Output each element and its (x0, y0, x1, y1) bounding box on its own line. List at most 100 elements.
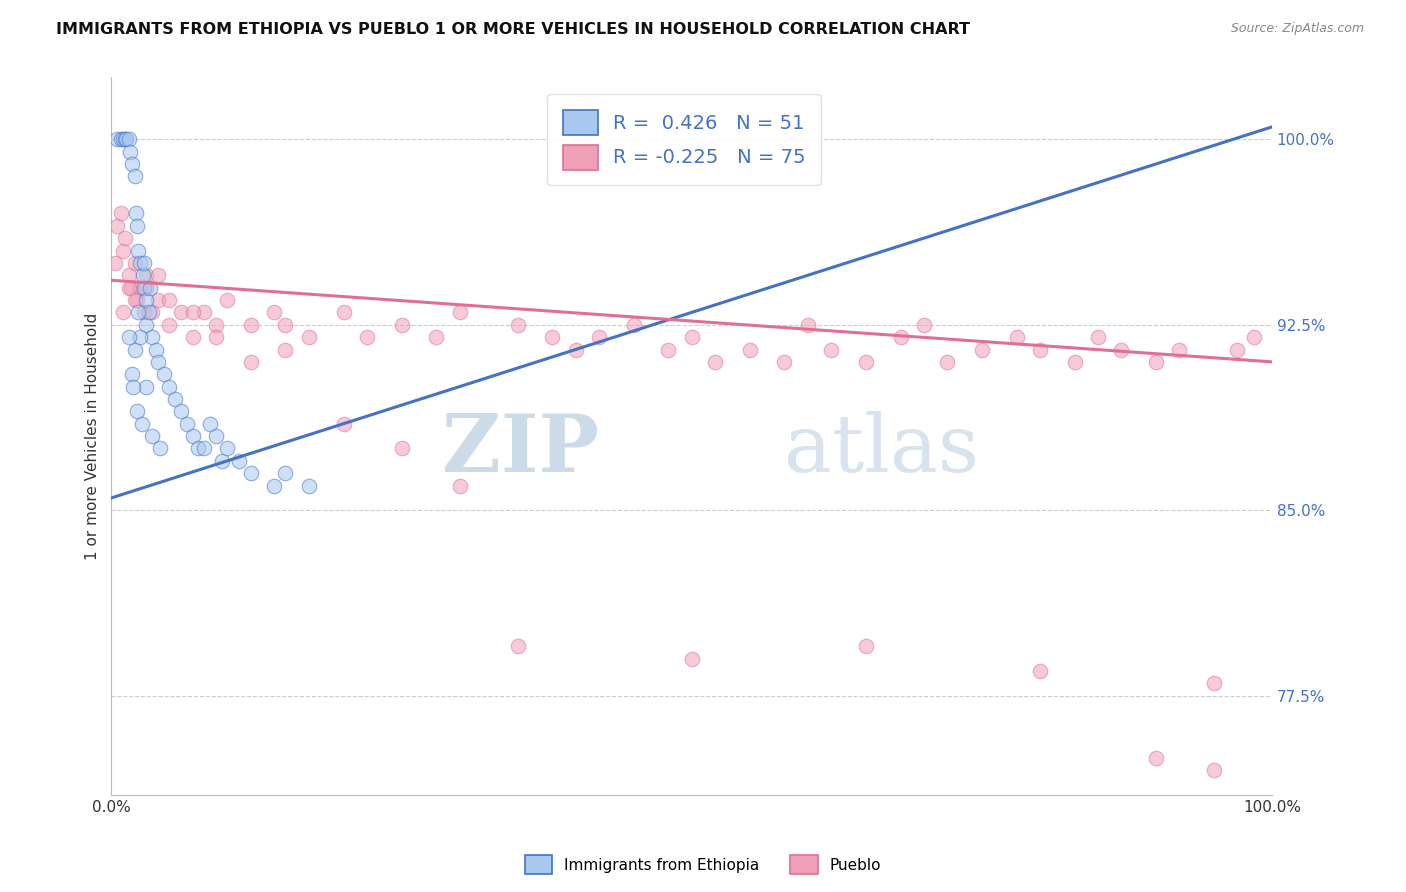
Point (1144, 355, 1167, 369)
Point (105, 219, 128, 233)
Point (114, 132, 136, 146)
Point (217, 293, 239, 307)
Point (129, 281, 152, 295)
Point (1144, 750, 1167, 764)
Point (449, 305, 471, 319)
Point (132, 281, 155, 295)
Text: atlas: atlas (785, 411, 980, 490)
Point (118, 281, 141, 295)
Point (124, 293, 146, 307)
Point (855, 355, 877, 369)
Point (141, 429, 163, 443)
Point (132, 268, 155, 283)
Point (145, 343, 167, 357)
Point (176, 417, 198, 431)
Point (541, 330, 564, 344)
Point (298, 330, 321, 344)
Point (138, 281, 160, 295)
Point (703, 355, 725, 369)
Point (796, 318, 818, 332)
Point (391, 442, 413, 456)
Point (681, 330, 703, 344)
Point (820, 343, 842, 357)
Point (181, 305, 204, 319)
Point (118, 145, 141, 159)
Point (681, 651, 703, 665)
Point (110, 132, 132, 146)
Point (111, 132, 134, 146)
Point (239, 466, 262, 480)
Point (111, 305, 134, 319)
Point (135, 281, 157, 295)
Point (131, 417, 153, 431)
Point (132, 305, 155, 319)
Point (193, 305, 215, 319)
Point (564, 343, 586, 357)
Point (889, 330, 911, 344)
Point (141, 305, 163, 319)
Point (170, 305, 193, 319)
Point (239, 318, 262, 332)
Point (170, 404, 193, 418)
Point (205, 330, 228, 344)
Point (135, 318, 157, 332)
Point (1168, 343, 1191, 357)
Point (122, 379, 145, 393)
Point (124, 169, 146, 184)
Point (1029, 664, 1052, 678)
Point (115, 132, 138, 146)
Point (356, 330, 378, 344)
Point (970, 343, 993, 357)
Point (332, 417, 354, 431)
Point (1226, 343, 1249, 357)
Point (205, 429, 228, 443)
Point (274, 318, 297, 332)
Point (146, 355, 169, 369)
Point (120, 281, 142, 295)
Point (936, 355, 959, 369)
Point (135, 268, 157, 283)
Point (1029, 343, 1052, 357)
Point (1109, 343, 1132, 357)
Point (391, 318, 413, 332)
Point (657, 343, 679, 357)
Point (165, 392, 187, 406)
Point (132, 256, 155, 270)
Point (121, 368, 143, 382)
Point (1202, 763, 1225, 777)
Point (623, 318, 645, 332)
Point (181, 330, 204, 344)
Point (449, 478, 471, 492)
Point (425, 330, 447, 344)
Point (138, 305, 160, 319)
Point (263, 478, 285, 492)
Point (118, 268, 141, 283)
Point (141, 330, 163, 344)
Point (135, 293, 157, 307)
Point (506, 640, 529, 654)
Point (135, 379, 157, 393)
Point (193, 442, 215, 456)
Legend: Immigrants from Ethiopia, Pueblo: Immigrants from Ethiopia, Pueblo (519, 849, 887, 880)
Point (1243, 330, 1265, 344)
Point (1202, 676, 1225, 690)
Point (912, 318, 935, 332)
Point (114, 231, 136, 245)
Point (159, 318, 181, 332)
Point (121, 157, 143, 171)
Point (149, 442, 172, 456)
Point (159, 293, 181, 307)
Point (125, 206, 148, 220)
Point (228, 454, 250, 468)
Text: Source: ZipAtlas.com: Source: ZipAtlas.com (1230, 22, 1364, 36)
Point (146, 268, 169, 283)
Point (152, 368, 174, 382)
Point (111, 244, 134, 258)
Point (211, 454, 233, 468)
Point (1063, 355, 1085, 369)
Text: ZIP: ZIP (441, 411, 599, 490)
Text: IMMIGRANTS FROM ETHIOPIA VS PUEBLO 1 OR MORE VEHICLES IN HOUSEHOLD CORRELATION C: IMMIGRANTS FROM ETHIOPIA VS PUEBLO 1 OR … (56, 22, 970, 37)
Point (239, 355, 262, 369)
Point (1087, 330, 1109, 344)
Point (205, 318, 228, 332)
